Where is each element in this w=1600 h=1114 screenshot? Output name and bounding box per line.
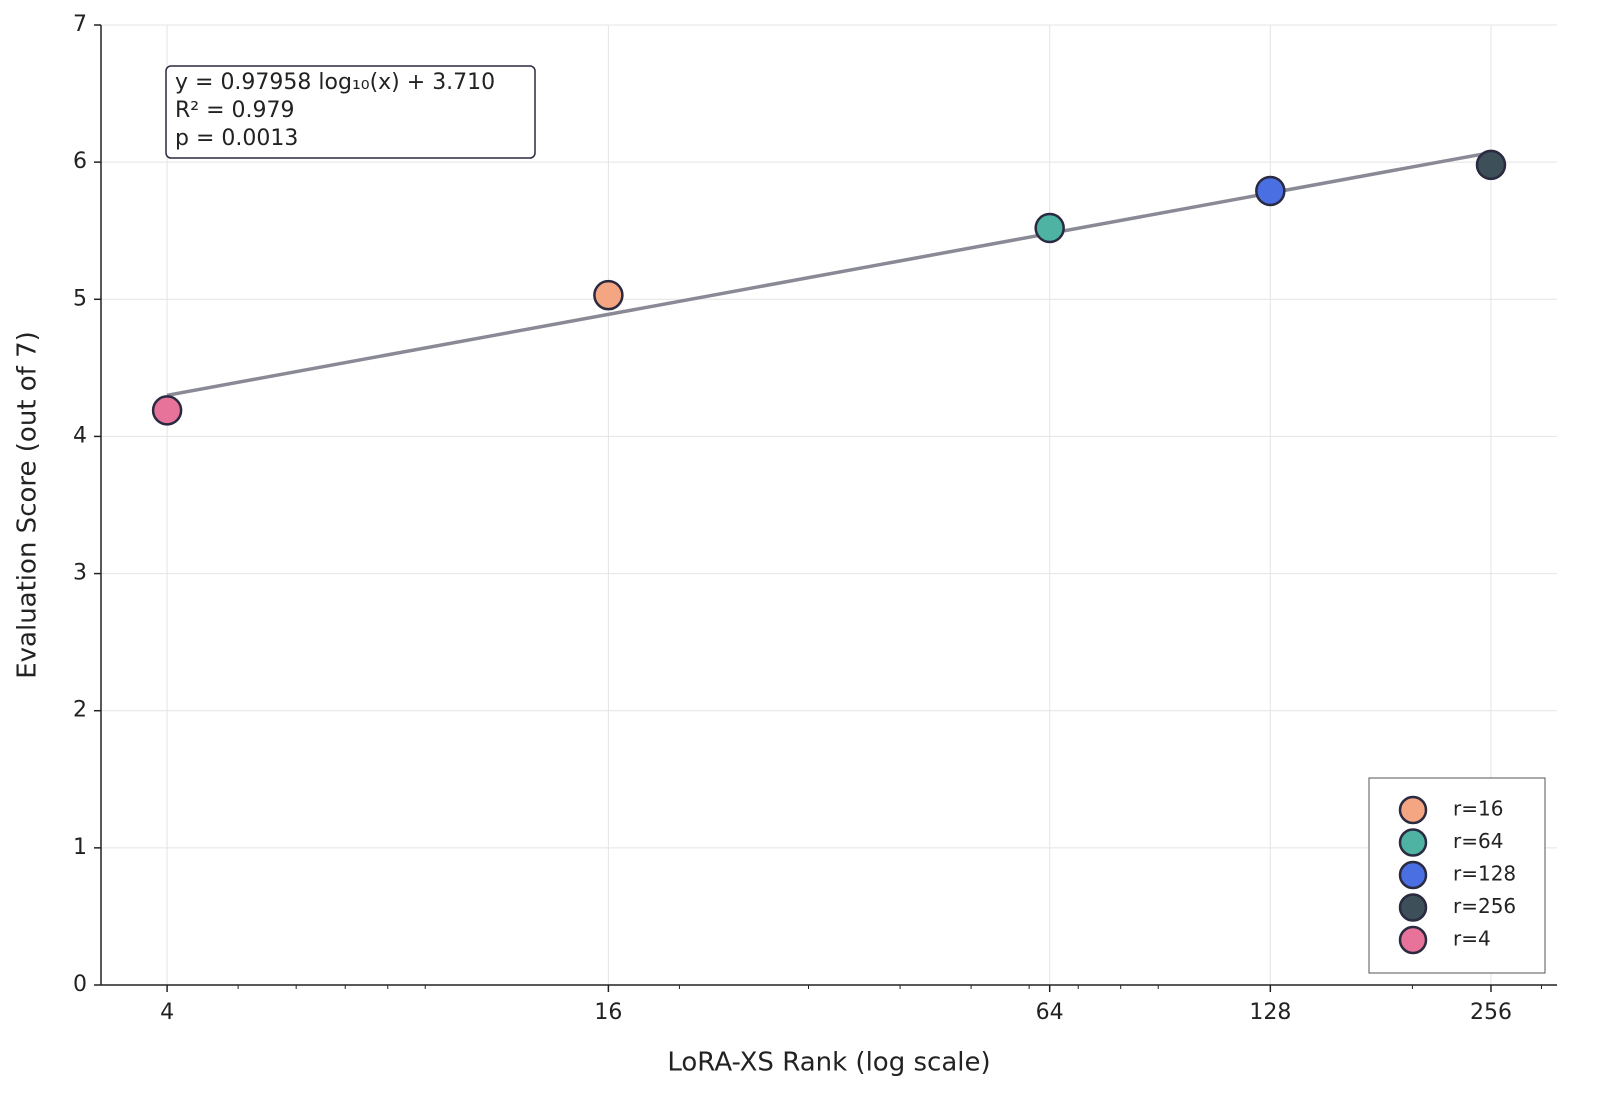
y-tick-label: 1 xyxy=(73,835,87,860)
annotation-text: p = 0.0013 xyxy=(175,126,298,151)
legend-label: r=4 xyxy=(1453,927,1491,951)
legend-marker xyxy=(1398,795,1428,825)
annotation-box xyxy=(165,65,536,159)
point xyxy=(1475,149,1507,181)
y-tick-label: 4 xyxy=(73,423,87,448)
legend-label: r=64 xyxy=(1453,829,1503,853)
annotation-text: y = 0.97958 log₁₀(x) + 3.710 xyxy=(175,70,495,95)
y-tick-label: 5 xyxy=(73,286,87,311)
point xyxy=(1255,175,1286,207)
y-tick-label: 7 xyxy=(73,12,87,37)
legend-marker xyxy=(1398,828,1428,857)
point xyxy=(1034,212,1065,244)
fit-line xyxy=(166,150,1492,398)
x-tick-label: 128 xyxy=(1249,1000,1291,1025)
x-tick-label: 16 xyxy=(594,1000,622,1025)
legend-label: r=128 xyxy=(1453,862,1516,886)
legend-marker xyxy=(1398,860,1428,890)
annotation-text: R² = 0.979 xyxy=(175,98,295,123)
legend-label: r=256 xyxy=(1453,894,1516,918)
legend-box xyxy=(1368,777,1546,974)
y-tick-label: 3 xyxy=(73,561,87,586)
x-tick-label: 64 xyxy=(1036,1000,1064,1025)
y-tick-label: 0 xyxy=(73,972,87,997)
y-tick-label: 6 xyxy=(73,149,87,174)
y-tick-label: 2 xyxy=(73,698,87,723)
x-axis-label: LoRA-XS Rank (log scale) xyxy=(667,1048,990,1078)
legend-marker xyxy=(1398,893,1428,922)
legend-marker xyxy=(1398,925,1428,955)
point xyxy=(151,395,183,426)
legend-label: r=16 xyxy=(1453,797,1503,821)
x-tick-label: 256 xyxy=(1470,1000,1512,1025)
point xyxy=(593,279,624,311)
x-tick-label: 4 xyxy=(160,1000,174,1025)
y-axis-label: Evaluation Score (out of 7) xyxy=(13,331,43,679)
